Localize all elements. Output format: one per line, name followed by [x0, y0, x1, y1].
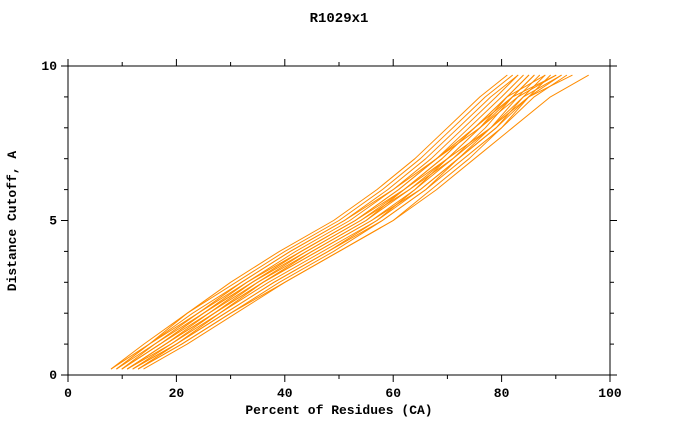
x-tick-label: 0 [64, 386, 72, 401]
x-tick-label: 40 [277, 386, 293, 401]
data-series-line [127, 74, 562, 370]
axis-ticks [61, 59, 617, 382]
data-series-line [127, 74, 562, 370]
y-tick-label: 10 [41, 59, 57, 74]
data-series-line [116, 74, 513, 370]
data-series-group [110, 74, 589, 370]
data-series-line [121, 74, 519, 370]
x-tick-label: 20 [169, 386, 185, 401]
data-series-line [110, 74, 557, 370]
x-tick-label: 100 [598, 386, 622, 401]
data-series-line [110, 74, 508, 370]
chart-title: R1029x1 [310, 11, 369, 27]
y-tick-label: 0 [49, 368, 57, 383]
y-axis-label: Distance Cutoff, A [5, 151, 20, 292]
data-series-line [137, 74, 589, 370]
axis-tick-labels: 0 20 40 60 80 100 0 5 10 [41, 59, 622, 401]
data-series-line [121, 74, 573, 370]
x-tick-label: 80 [494, 386, 510, 401]
x-tick-label: 60 [385, 386, 401, 401]
y-tick-label: 5 [49, 214, 57, 229]
data-series-line [132, 74, 546, 370]
x-axis-label: Percent of Residues (CA) [245, 403, 432, 418]
